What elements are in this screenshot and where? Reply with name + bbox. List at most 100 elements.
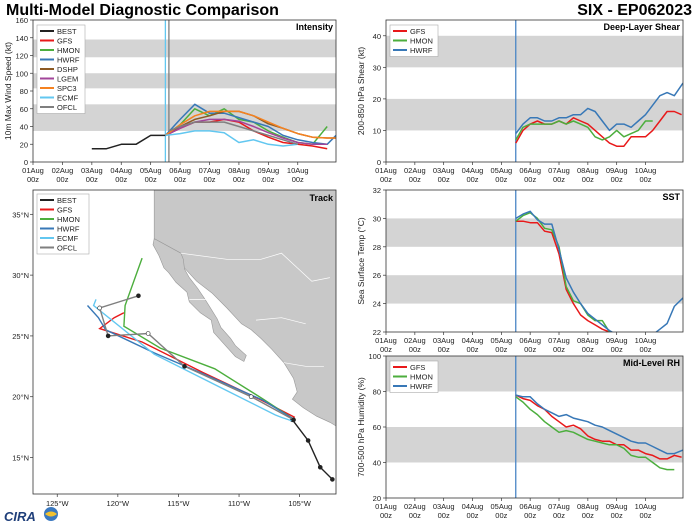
legend-label-best: BEST <box>57 27 77 36</box>
x-tick-label: 00z <box>611 511 623 520</box>
series-hwrf <box>515 210 683 332</box>
x-tick-label: 110°W <box>228 499 251 508</box>
y-tick-label: 40 <box>373 32 381 41</box>
legend-label-hwrf: HWRF <box>57 56 80 65</box>
x-tick-label: 03Aug <box>433 166 455 175</box>
y-tick-label: 20 <box>373 494 381 503</box>
x-tick-label: 00z <box>495 511 507 520</box>
x-tick-label: 00z <box>409 511 421 520</box>
y-tick-label: 30°N <box>12 271 29 280</box>
series-hmon <box>515 396 675 471</box>
y-tick-label: 140 <box>15 34 28 43</box>
x-tick-label: 02Aug <box>404 166 426 175</box>
state-border <box>255 317 306 325</box>
y-tick-label: 28 <box>373 243 381 252</box>
y-tick-label: 80 <box>373 388 381 397</box>
y-tick-label: 24 <box>373 300 381 309</box>
x-tick-label: 00z <box>115 175 127 184</box>
y-tick-label: 20°N <box>12 393 29 402</box>
series-ofcl <box>168 121 299 146</box>
x-tick-label: 01Aug <box>375 336 397 345</box>
y-tick-label: 40 <box>20 123 28 132</box>
x-tick-label: 00z <box>380 511 392 520</box>
x-tick-label: 02Aug <box>52 166 74 175</box>
map-layer <box>86 190 336 482</box>
series-group <box>515 394 683 471</box>
panel-title: Intensity <box>296 22 333 32</box>
x-tick-label: 04Aug <box>110 166 132 175</box>
band-0 <box>386 275 683 304</box>
x-tick-label: 07Aug <box>199 166 221 175</box>
x-tick-label: 105°W <box>288 499 312 508</box>
legend-label-ecmf: ECMF <box>57 234 79 243</box>
storm-id-label: SIX - EP062023 <box>577 2 692 19</box>
x-tick-label: 00z <box>438 511 450 520</box>
legend-label-ofcl: OFCL <box>57 244 77 253</box>
track-hmon <box>123 257 296 421</box>
series-ecmf <box>165 130 298 147</box>
legend-label-hmon: HMON <box>410 373 433 382</box>
legend-label-best: BEST <box>57 196 77 205</box>
y-axis-label: 10m Max Wind Speed (kt) <box>3 42 13 140</box>
x-tick-label: 00z <box>203 175 215 184</box>
x-tick-label: 00z <box>466 175 478 184</box>
track-hwrf <box>86 305 296 421</box>
series-hwrf <box>164 103 336 146</box>
panel-rh: 2040608010001Aug00z02Aug00z03Aug00z04Aug… <box>356 352 684 520</box>
y-axis-label: Sea Surface Temp (°C) <box>356 217 366 305</box>
legend-label-hwrf: HWRF <box>410 382 433 391</box>
legend-label-lgem: LGEM <box>57 75 78 84</box>
legend-label-dshp: DSHP <box>57 65 78 74</box>
series-gfs <box>515 220 612 332</box>
x-tick-label: 00z <box>553 175 565 184</box>
y-tick-label: 100 <box>368 352 381 361</box>
x-tick-label: 00z <box>495 345 507 354</box>
y-tick-label: 0 <box>377 158 381 167</box>
x-tick-label: 00z <box>639 345 651 354</box>
series-hmon <box>515 120 653 141</box>
panel-intensity: 02040608010012014016001Aug00z02Aug00z03A… <box>3 16 337 184</box>
panel-title: Track <box>309 193 334 203</box>
y-axis-label: 700-500 hPa Humidity (%) <box>356 377 366 477</box>
y-axis-label: 200-850 hPa Shear (kt) <box>356 47 366 136</box>
baja-shape <box>152 238 247 362</box>
x-tick-label: 10Aug <box>635 166 657 175</box>
x-tick-label: 02Aug <box>404 502 426 511</box>
panel-shear: 01020304001Aug00z02Aug00z03Aug00z04Aug00… <box>356 19 684 184</box>
x-tick-label: 00z <box>524 175 536 184</box>
band-2 <box>33 39 336 58</box>
x-tick-label: 125°W <box>46 499 70 508</box>
y-tick-label: 30 <box>373 214 381 223</box>
x-tick-label: 01Aug <box>22 166 44 175</box>
x-tick-label: 04Aug <box>462 336 484 345</box>
x-tick-label: 00z <box>56 175 68 184</box>
track-point-best <box>330 477 335 482</box>
logo-text: CIRA <box>4 509 36 524</box>
panel-title: Deep-Layer Shear <box>603 22 680 32</box>
series-best <box>91 134 166 150</box>
band-0 <box>386 98 683 131</box>
series-group <box>515 210 683 332</box>
x-tick-label: 06Aug <box>519 336 541 345</box>
y-tick-label: 25°N <box>12 332 29 341</box>
track-point-ofcl <box>136 293 141 299</box>
x-tick-label: 10Aug <box>635 502 657 511</box>
x-tick-label: 00z <box>262 175 274 184</box>
x-tick-label: 00z <box>145 175 157 184</box>
y-tick-label: 20 <box>373 95 381 104</box>
x-tick-label: 08Aug <box>577 166 599 175</box>
track-point-ofcl <box>145 331 151 336</box>
x-tick-label: 00z <box>582 175 594 184</box>
x-tick-label: 07Aug <box>548 166 570 175</box>
x-tick-label: 03Aug <box>81 166 103 175</box>
x-tick-label: 00z <box>233 175 245 184</box>
x-tick-label: 02Aug <box>404 336 426 345</box>
x-tick-label: 00z <box>466 511 478 520</box>
panel-sst: 22242628303201Aug00z02Aug00z03Aug00z04Au… <box>356 186 684 354</box>
x-tick-label: 05Aug <box>490 336 512 345</box>
x-tick-label: 00z <box>524 511 536 520</box>
legend-label-gfs: GFS <box>57 206 72 215</box>
x-tick-label: 07Aug <box>548 502 570 511</box>
band-1 <box>33 73 336 89</box>
y-tick-label: 30 <box>373 63 381 72</box>
